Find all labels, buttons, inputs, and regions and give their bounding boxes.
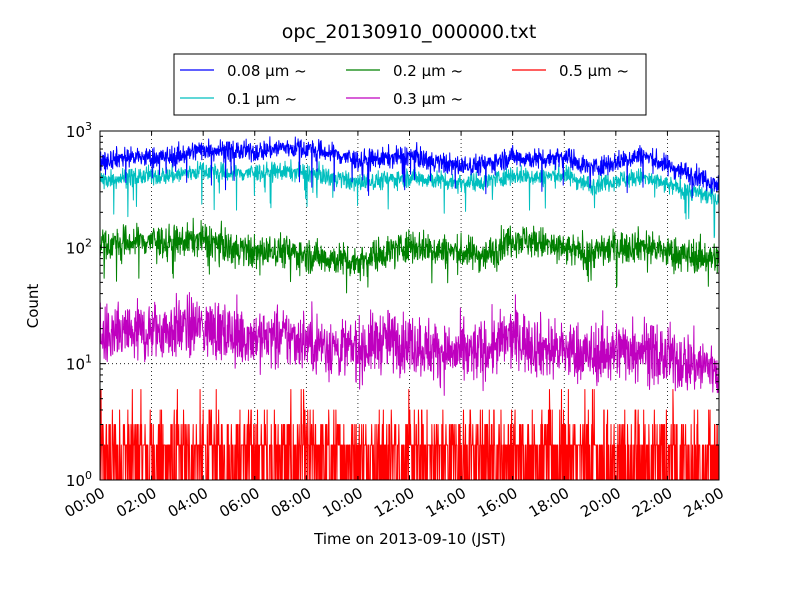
x-tick-label: 20:00: [577, 484, 623, 521]
x-tick-label: 06:00: [216, 484, 262, 521]
legend-label-2: 0.2 μm ~: [393, 62, 463, 80]
y-axis-tick-labels: 100 101 102 103: [66, 120, 92, 490]
legend-label-0: 0.08 μm ~: [227, 62, 307, 80]
y-tick-label: 101: [66, 353, 92, 374]
series-line-1: [99, 159, 720, 239]
x-tick-label: 02:00: [113, 484, 159, 521]
x-axis-tick-labels: 00:00 02:00 04:00 06:00 08:00 10:00 12:00 14:00…: [62, 484, 727, 521]
y-axis-label: Count: [24, 284, 42, 329]
axis-ticks: [99, 130, 720, 481]
legend: 0.08 μm ~ 0.1 μm ~ 0.2 μm ~ 0.3 μm ~ 0.5 μm …: [173, 53, 647, 116]
legend-label-3: 0.3 μm ~: [393, 90, 463, 108]
series-line-0: [99, 136, 720, 199]
series-line-2: [99, 217, 720, 294]
x-axis-label: Time on 2013-09-10 (JST): [313, 530, 506, 548]
x-tick-label: 16:00: [474, 484, 520, 521]
x-tick-label: 12:00: [371, 484, 417, 521]
chart-title: opc_20130910_000000.txt: [282, 21, 537, 43]
x-tick-label: 04:00: [165, 484, 211, 521]
y-tick-label: 100: [66, 469, 92, 490]
x-tick-label: 10:00: [319, 484, 365, 521]
legend-label-4: 0.5 μm ~: [559, 62, 629, 80]
plot-area: [99, 130, 720, 481]
x-tick-label: 08:00: [268, 484, 314, 521]
x-tick-label: 14:00: [423, 484, 469, 521]
x-tick-label: 22:00: [629, 484, 675, 521]
x-tick-label: 24:00: [681, 484, 727, 521]
legend-frame: [173, 53, 647, 116]
x-tick-label: 18:00: [526, 484, 572, 521]
series-line-3: [99, 292, 720, 396]
legend-label-1: 0.1 μm ~: [227, 90, 297, 108]
y-tick-label: 103: [66, 120, 92, 141]
y-tick-label: 102: [66, 236, 92, 257]
